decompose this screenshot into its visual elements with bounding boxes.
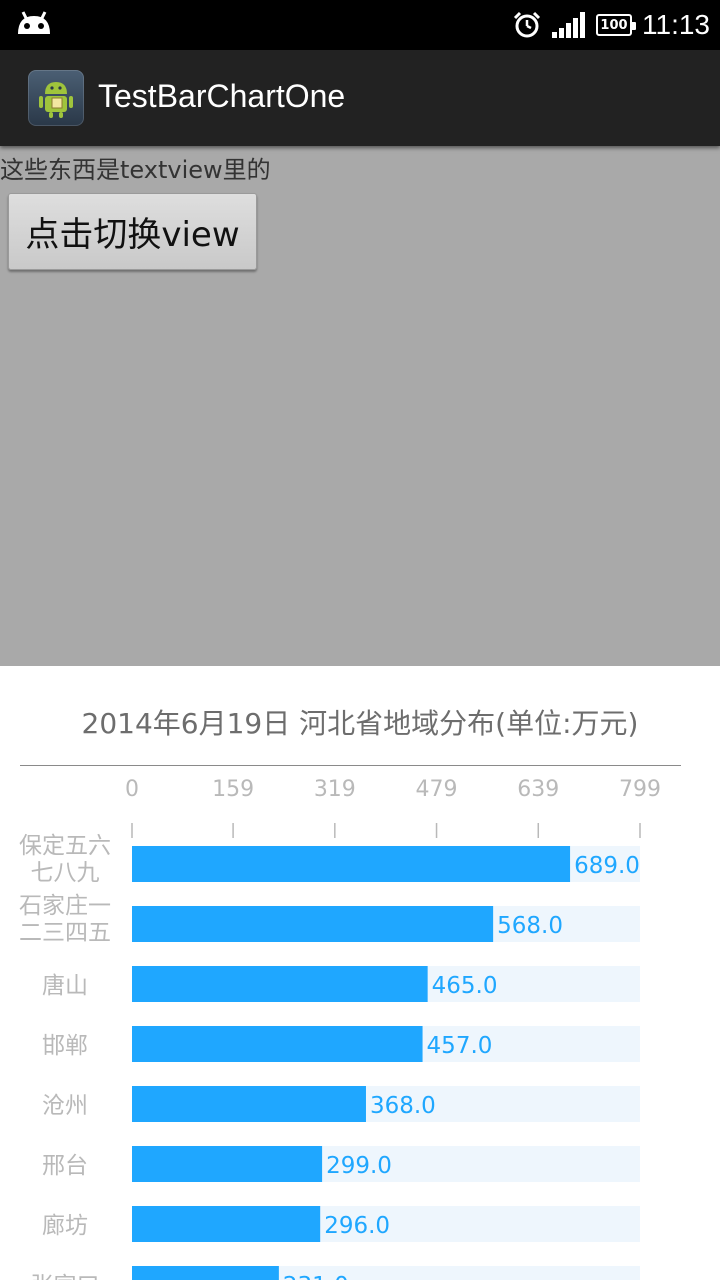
category-label: 廊坊 — [42, 1213, 88, 1239]
battery-icon: 100 — [596, 14, 636, 36]
bar-value-label: 689.0 — [574, 853, 640, 879]
bar — [132, 1146, 323, 1182]
title-divider — [20, 765, 681, 766]
x-tick-label: 639 — [517, 777, 559, 802]
alarm-icon — [513, 11, 541, 38]
bar — [132, 846, 571, 882]
category-label: 张家口 — [31, 1273, 100, 1280]
app-icon[interactable] — [28, 70, 84, 126]
bar-value-label: 568.0 — [497, 913, 563, 939]
x-tick-label: 159 — [212, 777, 254, 802]
category-label: 石家庄一 — [19, 893, 111, 919]
info-textview: 这些东西是textview里的 — [0, 156, 271, 184]
bar — [132, 1266, 279, 1280]
app-title: TestBarChartOne — [98, 78, 346, 114]
bar-value-label: 368.0 — [370, 1093, 436, 1119]
bar — [132, 1086, 366, 1122]
signal-icon — [552, 12, 585, 38]
switch-view-button[interactable]: 点击切换view — [8, 193, 257, 270]
bar — [132, 906, 494, 942]
category-label: 邯郸 — [42, 1033, 88, 1059]
bar — [132, 1026, 423, 1062]
android-robot-icon — [39, 82, 73, 118]
bar-value-label: 457.0 — [427, 1033, 493, 1059]
x-tick-label: 799 — [619, 777, 661, 802]
category-label: 沧州 — [42, 1093, 88, 1119]
bar-value-label: 231.0 — [283, 1273, 349, 1280]
action-bar: TestBarChartOne — [0, 50, 720, 146]
clock: 11:13 — [642, 9, 710, 40]
bar — [132, 1206, 321, 1242]
bar-chart-view: 2014年6月19日 河北省地域分布(单位:万元) 0 159 319 479 639 7… — [0, 666, 720, 1280]
category-label: 二三四五 — [19, 920, 111, 946]
category-label: 唐山 — [42, 973, 88, 999]
android-notification-icon — [18, 11, 50, 34]
category-label: 保定五六 — [19, 833, 111, 859]
category-label: 邢台 — [42, 1153, 88, 1179]
x-tick-label: 479 — [416, 777, 458, 802]
bar-value-label: 296.0 — [324, 1213, 390, 1239]
category-label: 七八九 — [31, 860, 100, 886]
bar — [132, 966, 428, 1002]
x-tick-label: 319 — [314, 777, 356, 802]
x-tick-label: 0 — [125, 777, 139, 802]
bar-value-label: 465.0 — [432, 973, 498, 999]
status-bar: 100 11:13 — [0, 0, 720, 50]
chart-title: 2014年6月19日 河北省地域分布(单位:万元) — [81, 707, 639, 740]
bar-value-label: 299.0 — [326, 1153, 392, 1179]
